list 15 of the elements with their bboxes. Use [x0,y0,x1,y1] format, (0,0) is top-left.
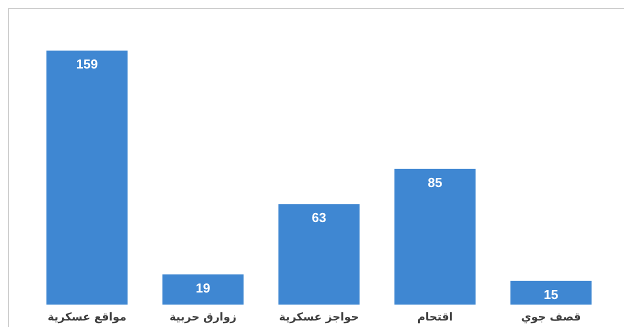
data-label: 19 [196,280,210,296]
x-tick-label: زوارق حربية [170,310,236,324]
data-label: 63 [312,210,326,226]
bar [394,168,476,305]
data-label: 159 [76,56,98,72]
bar [162,274,244,305]
data-label: 15 [544,286,558,302]
x-tick-label: مواقع عسكرية [48,310,126,324]
bar [46,50,128,305]
bar [278,204,360,305]
data-label: 85 [428,174,442,190]
x-tick-label: حواجز عسكرية [279,310,359,324]
x-tick-label: اقتحام [417,310,453,324]
bar [510,280,592,305]
x-tick-label: قصف جوي [521,310,581,324]
